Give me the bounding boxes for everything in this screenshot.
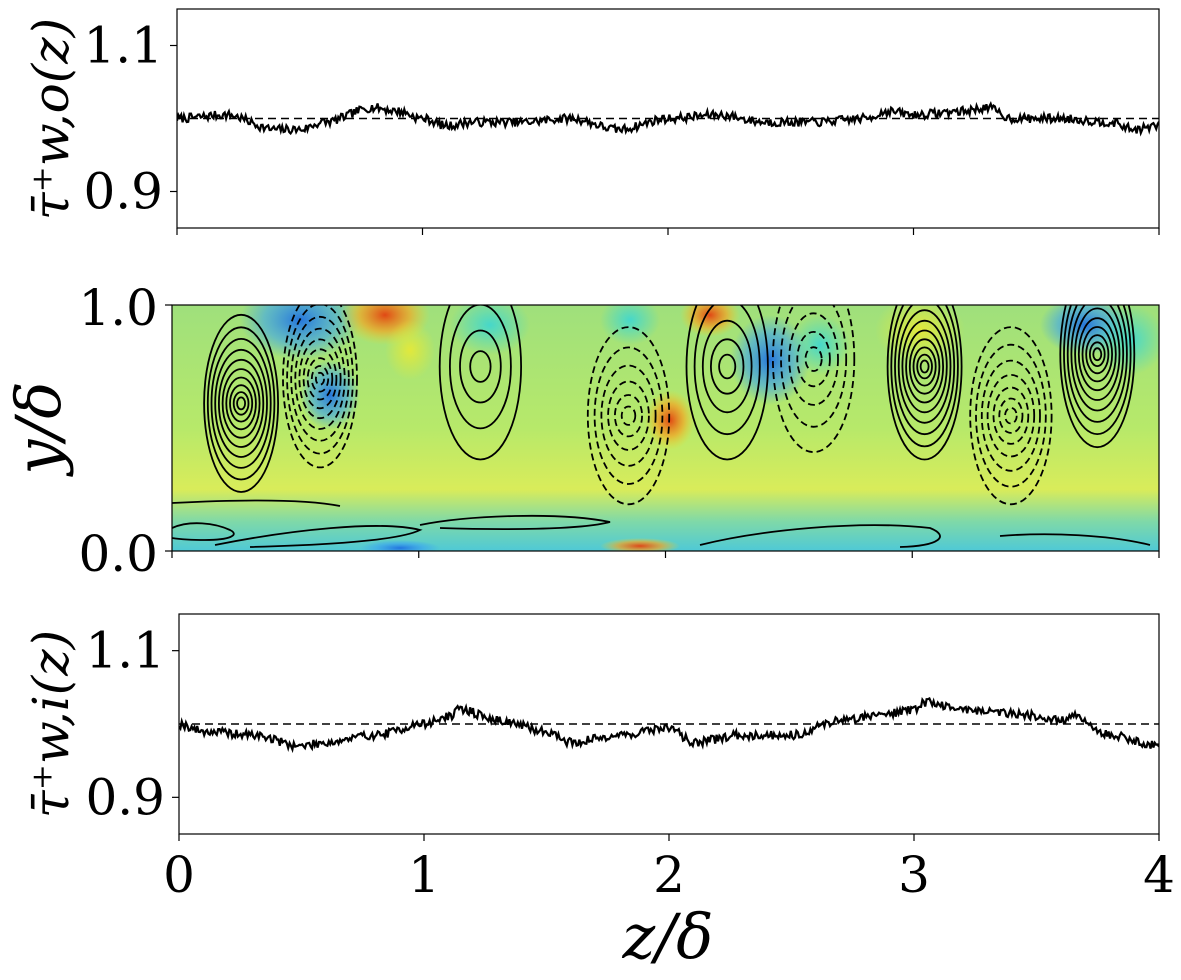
contour-positive (1085, 334, 1110, 375)
contour-negative (772, 305, 856, 453)
contour-positive (229, 384, 254, 423)
contour-positive (1074, 307, 1121, 401)
contour-negative (804, 346, 823, 372)
xtick-label: 4 (1143, 846, 1175, 904)
middle-ylabel: y/δ (2, 381, 75, 477)
contour-positive (693, 305, 761, 436)
contour-positive (1066, 305, 1128, 423)
contour-positive (897, 309, 952, 424)
contour-positive (1059, 305, 1136, 449)
xtick-label: 1 (408, 846, 440, 904)
contour-negative (998, 397, 1024, 434)
contour-positive (221, 368, 261, 439)
contour-negative (992, 386, 1030, 445)
ytick-label: 0.9 (85, 768, 165, 826)
contour-negative (282, 305, 358, 469)
contour-positive (203, 313, 280, 493)
contour-positive (225, 376, 257, 431)
contour-negative (1004, 407, 1018, 425)
bottom-xlabel: z/δ (622, 900, 714, 973)
contour-positive (890, 305, 959, 448)
contour-negative (600, 364, 657, 467)
bottom-series-line (179, 697, 1159, 754)
top-panel: 0.9 1.1 τ̄⁺w,o(z) (22, 8, 1160, 235)
contour-negative (286, 305, 354, 455)
contour-positive (886, 305, 963, 461)
contour-negative (614, 394, 644, 438)
contour-negative (780, 305, 848, 428)
contour-positive (1063, 305, 1132, 435)
ytick-label: 1.0 (78, 279, 158, 337)
xtick-label: 0 (163, 846, 195, 904)
contour-negative (290, 315, 350, 442)
contour-positive (912, 346, 937, 387)
bottom-ylabel: τ̄⁺w,i(z) (22, 630, 80, 818)
contour-negative (306, 357, 334, 401)
contour-negative (294, 327, 346, 430)
ytick-label: 0.9 (83, 163, 163, 221)
top-series-line (177, 101, 1159, 137)
contour-positive (685, 305, 769, 461)
contour-positive (214, 348, 268, 458)
contour-positive (469, 350, 492, 383)
contour-positive (1092, 347, 1103, 362)
contour-positive (232, 391, 250, 416)
contour-positive (919, 359, 930, 374)
xtick-label: 3 (898, 846, 930, 904)
contour-positive (901, 319, 948, 414)
contour-negative (607, 380, 650, 451)
middle-panel: 0.0 1.0 y/δ (2, 279, 1160, 583)
xtick-label: 2 (653, 846, 685, 904)
contour-negative (788, 312, 839, 406)
contour-negative (310, 365, 330, 393)
contour-positive (206, 326, 276, 481)
contour-positive (718, 353, 737, 380)
contour-lines (203, 305, 1136, 506)
contour-negative (302, 348, 338, 410)
contour-negative (314, 371, 325, 386)
contour-negative (975, 343, 1047, 488)
contour-negative (593, 346, 664, 485)
ytick-label: 1.1 (83, 17, 163, 75)
contour-positive (905, 329, 944, 404)
ytick-label: 0.0 (78, 525, 158, 583)
contour-positive (438, 305, 522, 461)
contour-positive (1089, 341, 1106, 368)
contour-negative (796, 330, 831, 388)
contour-negative (620, 405, 637, 426)
contour-positive (236, 396, 247, 411)
ytick-label: 1.1 (85, 622, 165, 680)
contour-negative (969, 326, 1053, 506)
contour-positive (459, 329, 502, 404)
bottom-panel: 0.9 1.1 0 1 2 3 4 τ̄⁺w,i(z) z/δ (22, 613, 1175, 973)
contour-negative (298, 338, 342, 420)
contour-negative (986, 374, 1036, 458)
contour-positive (449, 305, 512, 430)
top-ylabel: τ̄⁺w,o(z) (22, 18, 80, 220)
contour-positive (1081, 326, 1114, 383)
contour-negative (586, 326, 671, 506)
contour-positive (894, 305, 956, 436)
near-wall-contours (172, 499, 1151, 548)
contour-positive (710, 338, 745, 395)
contour-positive (701, 319, 753, 414)
contour-positive (210, 337, 272, 469)
contour-positive (1070, 305, 1125, 412)
contour-positive (916, 353, 933, 380)
contour-positive (908, 338, 941, 395)
contour-positive (218, 358, 265, 448)
contour-positive (1077, 317, 1117, 392)
contour-negative (980, 359, 1041, 472)
